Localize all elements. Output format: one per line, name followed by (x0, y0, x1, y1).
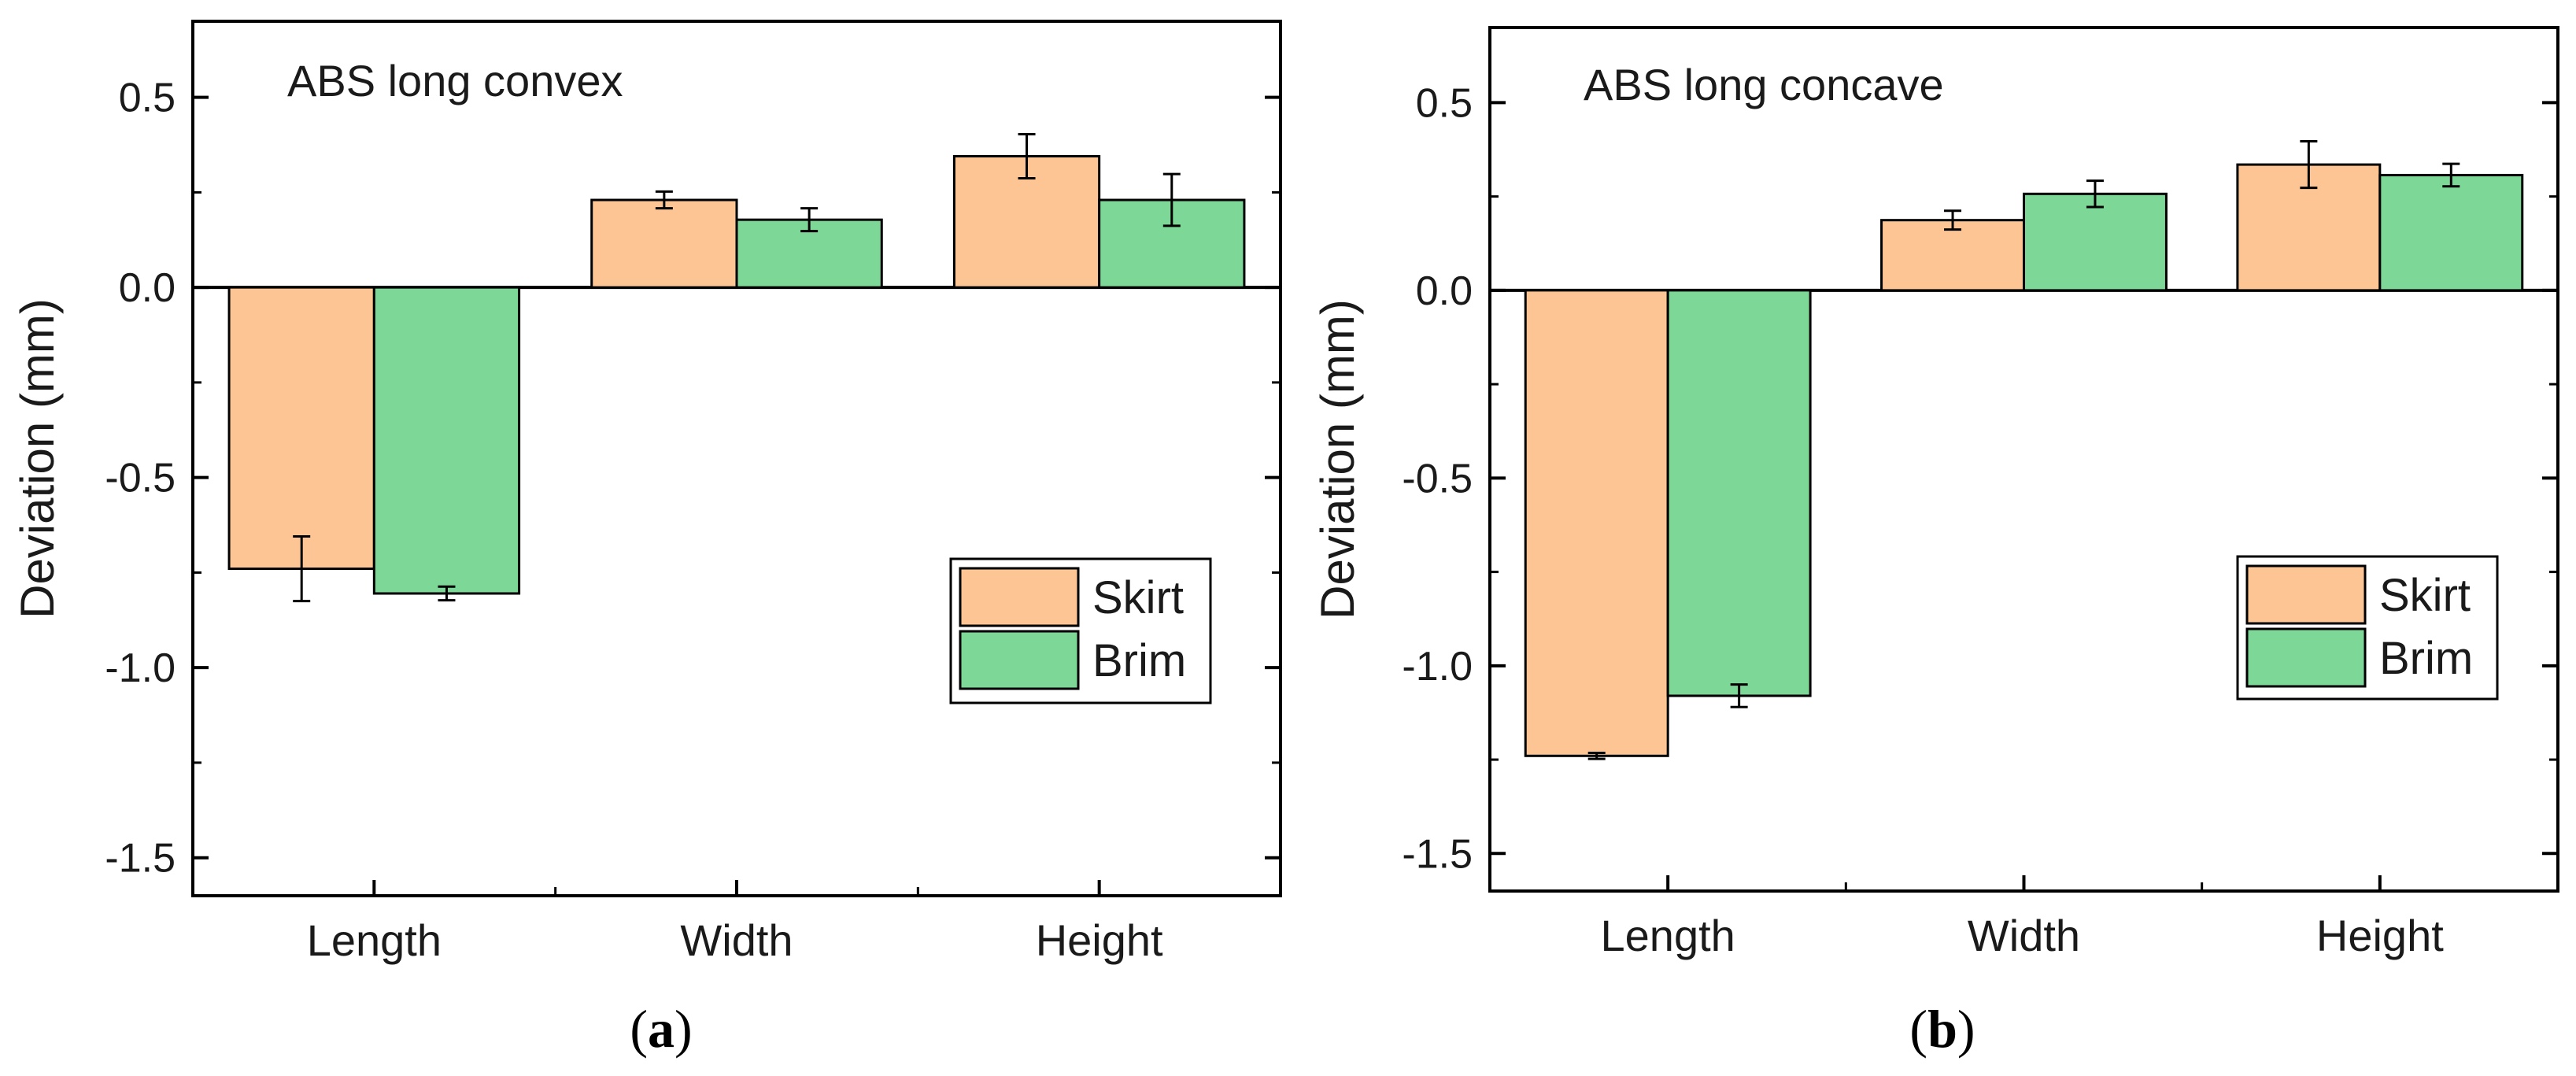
bar-skirt (227, 286, 375, 571)
legend: Skirt Brim (949, 557, 1212, 704)
legend-swatch-brim (959, 630, 1080, 690)
legend-label-skirt: Skirt (1092, 572, 1184, 623)
panel-caption: (a) (630, 999, 692, 1059)
caption-letter: b (1927, 999, 1957, 1059)
caption-paren-close: ) (1957, 999, 1975, 1059)
legend-swatch-skirt (959, 567, 1080, 627)
x-tick-label: Width (680, 915, 793, 965)
caption-paren-open: ( (630, 999, 648, 1059)
y-tick-label: -0.5 (105, 456, 176, 501)
legend-label-brim: Brim (1092, 635, 1186, 686)
bar-brim (372, 286, 521, 595)
y-tick-label: -0.5 (1402, 456, 1473, 501)
x-tick-label: Height (1036, 915, 1163, 965)
bar-skirt (1880, 219, 2025, 292)
legend-label-skirt: Skirt (2379, 570, 2471, 621)
panel-title: ABS long convex (287, 56, 623, 105)
chart-panel-1: 0.5 0.0 -0.5 -1.0 -1.5 Length Width Height ABS l… (11, 20, 1282, 1059)
caption-paren-open: ( (1909, 999, 1927, 1059)
y-axis-label: Deviation (mm) (1311, 299, 1364, 619)
bar-skirt (1524, 289, 1669, 757)
y-tick-label: -1.0 (105, 645, 176, 691)
panel-title: ABS long concave (1584, 60, 1944, 109)
y-tick-label: -1.0 (1402, 644, 1473, 690)
bar-skirt (590, 198, 738, 289)
bar-brim (2378, 173, 2524, 292)
caption-letter: a (648, 999, 674, 1059)
y-axis-label: Deviation (mm) (11, 298, 64, 619)
bar-brim (1098, 198, 1246, 289)
legend-swatch-skirt (2245, 564, 2367, 625)
y-tick-label: 0.5 (1416, 80, 1473, 126)
y-tick-label: -1.5 (1402, 831, 1473, 877)
legend: Skirt Brim (2236, 555, 2499, 701)
x-tick-label: Length (1601, 911, 1735, 960)
legend-label-brim: Brim (2379, 633, 2473, 684)
x-tick-label: Length (307, 915, 442, 965)
y-tick-label: 0.5 (119, 76, 176, 121)
y-tick-label: -1.5 (105, 836, 176, 882)
y-tick-label: 0.0 (1416, 268, 1473, 314)
legend-swatch-brim (2245, 627, 2367, 688)
bar-brim (2023, 192, 2168, 292)
x-tick-label: Width (1968, 911, 2080, 960)
panel-caption: (b) (1909, 999, 1975, 1059)
caption-paren-close: ) (674, 999, 693, 1059)
x-tick-label: Height (2316, 911, 2444, 960)
chart-panel-2: 0.5 0.0 -0.5 -1.0 -1.5 Length Width Height ABS l… (1311, 26, 2559, 1059)
y-tick-label: 0.0 (119, 265, 176, 311)
bar-brim (1666, 289, 1812, 697)
